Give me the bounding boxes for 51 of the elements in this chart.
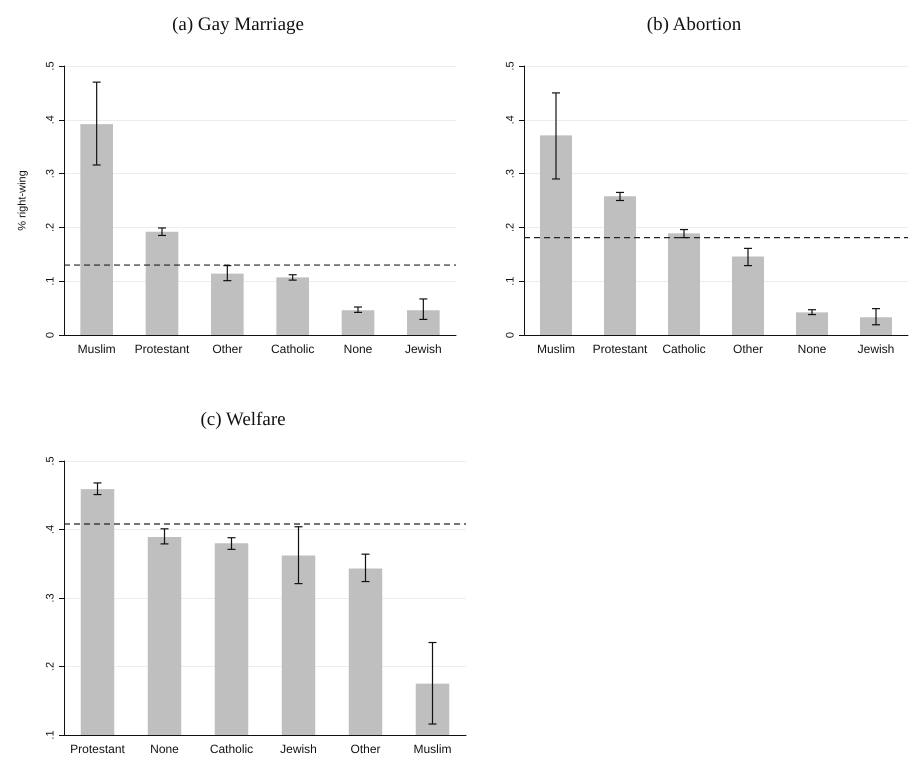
y-tick-label: .4 xyxy=(504,115,516,124)
bar xyxy=(211,274,244,335)
x-tick-label: None xyxy=(344,342,373,356)
x-tick-label: None xyxy=(150,742,180,756)
bar xyxy=(860,317,892,335)
y-tick-label: .4 xyxy=(44,115,56,124)
x-tick-label: Jewish xyxy=(404,342,442,356)
x-tick-label: Muslim xyxy=(78,342,116,356)
y-tick-label: .3 xyxy=(504,169,516,178)
bar xyxy=(146,232,178,335)
y-tick-label: 0 xyxy=(44,332,56,338)
y-tick-label: 0 xyxy=(504,332,516,338)
x-tick-label: Jewish xyxy=(858,342,894,356)
y-tick-label: .5 xyxy=(44,61,56,71)
y-tick-label: .3 xyxy=(44,169,56,178)
x-tick-label: Protestant xyxy=(592,342,648,356)
bar xyxy=(80,124,113,335)
x-tick-label: Muslim xyxy=(414,742,452,756)
y-tick-label: .2 xyxy=(44,222,56,232)
y-tick-label: .2 xyxy=(44,662,56,672)
bar xyxy=(540,135,572,335)
x-tick-label: Protestant xyxy=(70,742,126,756)
chart-title: (a) Gay Marriage xyxy=(172,14,304,35)
chart-title: (b) Abortion xyxy=(646,14,742,35)
x-tick-label: Catholic xyxy=(210,742,254,756)
bar xyxy=(276,277,309,335)
bar xyxy=(342,310,374,335)
bar xyxy=(732,256,764,335)
y-tick-label: .1 xyxy=(44,730,56,740)
x-tick-label: Catholic xyxy=(662,342,706,356)
bar xyxy=(796,312,828,335)
y-tick-label: .5 xyxy=(504,61,516,71)
x-tick-label: Other xyxy=(732,342,764,356)
y-tick-label: .4 xyxy=(44,524,56,534)
bar xyxy=(668,233,700,335)
y-tick-label: .2 xyxy=(504,222,516,232)
y-tick-label: .1 xyxy=(44,276,56,286)
chart-title: (c) Welfare xyxy=(200,409,286,430)
x-tick-label: Catholic xyxy=(270,342,314,356)
y-axis-title: % right-wing xyxy=(16,170,28,231)
x-tick-label: Other xyxy=(212,342,242,356)
y-tick-label: .3 xyxy=(44,593,56,603)
x-tick-label: Muslim xyxy=(537,342,575,356)
y-tick-label: .1 xyxy=(504,276,516,286)
bar xyxy=(407,310,440,335)
x-tick-label: Protestant xyxy=(134,342,190,356)
y-tick-label: .5 xyxy=(44,456,56,466)
x-tick-label: None xyxy=(798,342,827,356)
bar xyxy=(604,196,636,335)
x-tick-label: Other xyxy=(350,742,381,756)
x-tick-label: Jewish xyxy=(280,742,317,756)
